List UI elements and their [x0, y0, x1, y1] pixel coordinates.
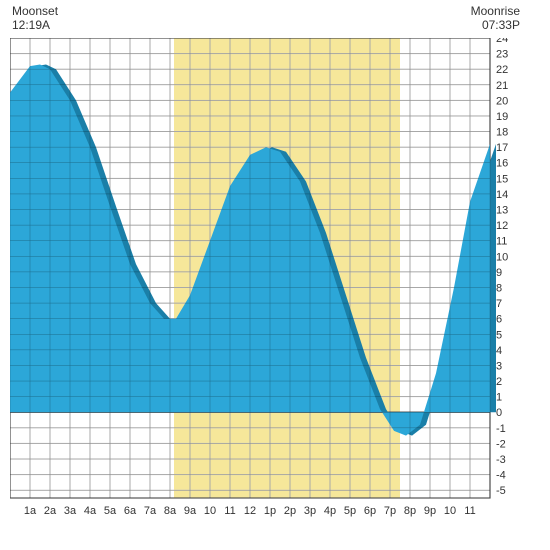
moonrise-block: Moonrise 07:33P	[471, 4, 520, 33]
y-tick-label: 15	[496, 173, 508, 185]
y-tick-label: -4	[496, 470, 506, 482]
x-tick-label: 10	[204, 505, 216, 517]
x-tick-label: 3a	[64, 505, 77, 517]
y-tick-label: 18	[496, 127, 508, 139]
y-tick-label: 19	[496, 111, 508, 123]
x-tick-label: 2a	[44, 505, 57, 517]
y-tick-label: 22	[496, 64, 508, 76]
y-tick-label: 16	[496, 158, 508, 170]
y-tick-label: 10	[496, 251, 508, 263]
y-tick-label: -5	[496, 485, 506, 497]
y-tick-label: -2	[496, 438, 506, 450]
x-tick-label: 9p	[424, 505, 436, 517]
y-tick-label: 5	[496, 329, 502, 341]
y-tick-label: 20	[496, 95, 508, 107]
x-tick-label: 1p	[264, 505, 276, 517]
x-tick-label: 12	[244, 505, 256, 517]
x-tick-label: 4a	[84, 505, 97, 517]
y-tick-label: 17	[496, 142, 508, 154]
y-tick-label: -1	[496, 423, 506, 435]
x-tick-label: 5p	[344, 505, 356, 517]
moonrise-time: 07:33P	[482, 18, 520, 32]
moonrise-label: Moonrise	[471, 4, 520, 18]
y-tick-label: 11	[496, 236, 507, 248]
moonset-time: 12:19A	[12, 18, 50, 32]
y-tick-label: 6	[496, 314, 502, 326]
x-tick-label: 2p	[284, 505, 296, 517]
y-tick-label: 12	[496, 220, 508, 232]
x-tick-label: 1a	[24, 505, 37, 517]
x-tick-label: 7p	[384, 505, 396, 517]
moonset-label: Moonset	[12, 4, 58, 18]
y-tick-label: 13	[496, 205, 508, 217]
x-tick-label: 9a	[184, 505, 197, 517]
moonset-block: Moonset 12:19A	[12, 4, 58, 33]
y-tick-label: 21	[496, 80, 508, 92]
y-tick-label: 1	[496, 392, 502, 404]
y-tick-label: 2	[496, 376, 502, 388]
y-tick-label: -3	[496, 454, 506, 466]
x-tick-label: 11	[464, 505, 475, 517]
chart-svg: -5-4-3-2-1012345678910111213141516171819…	[10, 38, 540, 538]
y-tick-label: 0	[496, 407, 502, 419]
y-tick-label: 4	[496, 345, 502, 357]
x-tick-label: 5a	[104, 505, 117, 517]
x-tick-label: 10	[444, 505, 456, 517]
y-tick-label: 7	[496, 298, 502, 310]
y-tick-label: 8	[496, 282, 502, 294]
x-tick-label: 3p	[304, 505, 316, 517]
y-tick-label: 23	[496, 49, 508, 61]
x-tick-label: 11	[224, 505, 235, 517]
x-tick-label: 8p	[404, 505, 416, 517]
x-tick-label: 6a	[124, 505, 137, 517]
y-tick-label: 9	[496, 267, 502, 279]
x-tick-label: 4p	[324, 505, 336, 517]
y-tick-label: 3	[496, 360, 502, 372]
x-tick-label: 8a	[164, 505, 177, 517]
y-tick-label: 14	[496, 189, 508, 201]
y-tick-label: 24	[496, 38, 508, 45]
x-tick-label: 7a	[144, 505, 157, 517]
x-tick-label: 6p	[364, 505, 376, 517]
tide-chart-container: Moonset 12:19A Moonrise 07:33P -5 -4 -3 -2 -…	[0, 0, 550, 550]
